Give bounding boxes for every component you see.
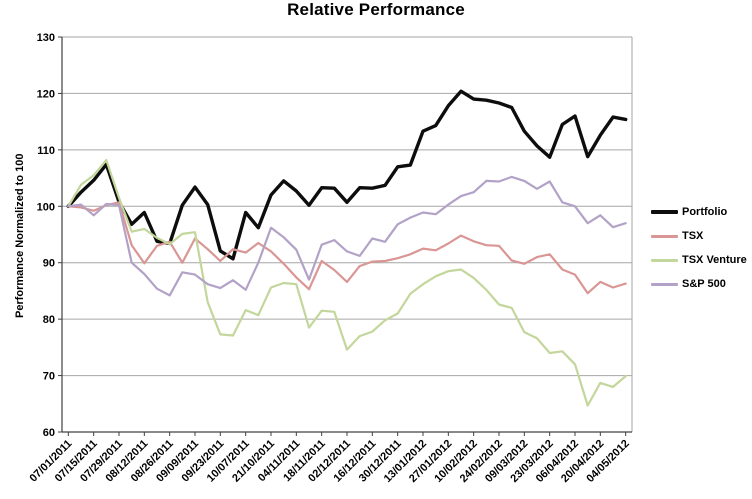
y-tick-label: 90	[43, 258, 55, 270]
legend-swatch-portfolio	[651, 210, 678, 214]
legend-label-tsx-venture: TSX Venture	[682, 254, 747, 266]
legend-swatch-tsx-venture	[651, 258, 678, 262]
y-tick-label: 120	[37, 88, 55, 100]
y-tick-label: 70	[43, 371, 55, 383]
series-line-tsx-venture	[67, 158, 627, 407]
legend-swatch-tsx	[651, 234, 678, 238]
y-tick-label: 80	[43, 314, 55, 326]
chart-title: Relative Performance	[287, 0, 465, 19]
legend-label-sp-500: S&P 500	[682, 278, 726, 290]
legend-item-portfolio: Portfolio	[651, 200, 747, 224]
legend-label-portfolio: Portfolio	[682, 206, 728, 218]
legend: Portfolio TSX TSX Venture S&P 500	[651, 200, 747, 296]
y-tick-label: 60	[43, 427, 55, 439]
legend-swatch-sp-500	[651, 282, 678, 286]
legend-item-tsx: TSX	[651, 224, 747, 248]
legend-item-tsx-venture: TSX Venture	[651, 248, 747, 272]
y-tick-label: 100	[37, 201, 55, 213]
series-line-portfolio	[66, 89, 628, 261]
y-tick-label: 110	[37, 145, 55, 157]
series-line-s-p-500	[67, 175, 627, 297]
y-tick-label: 130	[37, 32, 55, 44]
series-line-tsx	[67, 201, 627, 295]
legend-item-sp-500: S&P 500	[651, 272, 747, 296]
legend-label-tsx: TSX	[682, 230, 704, 242]
